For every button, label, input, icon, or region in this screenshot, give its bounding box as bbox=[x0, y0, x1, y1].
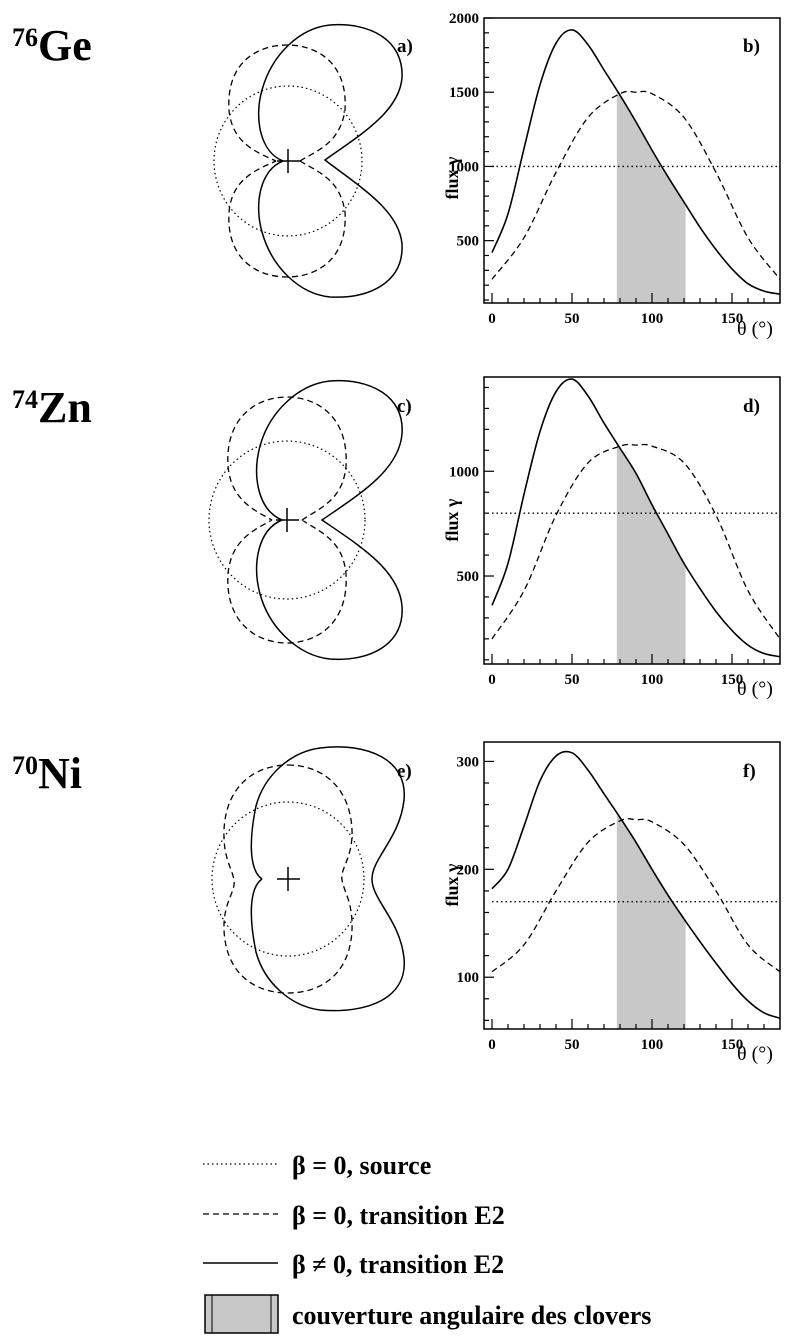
legend-label: β ≠ 0, transition E2 bbox=[292, 1250, 504, 1279]
axis-ticks: 0 50 100 150 500 1000 1500 2000 bbox=[449, 11, 765, 327]
flux-chart-d: 0 50 100 150 500 1000 d) flux γ θ (°) bbox=[442, 376, 781, 700]
polar-source-curve bbox=[208, 440, 366, 600]
x-axis-label: θ (°) bbox=[737, 678, 773, 700]
y-tick-label: 1500 bbox=[449, 85, 479, 101]
polar-deformed-curve bbox=[257, 23, 403, 298]
nucleus-label-2: 74Zn bbox=[12, 383, 92, 432]
y-tick-label: 300 bbox=[457, 754, 480, 770]
series-line-solid bbox=[491, 378, 780, 658]
x-tick-label: 150 bbox=[721, 1037, 744, 1053]
polar-source-curve bbox=[213, 85, 363, 237]
legend-item-e2: β = 0, transition E2 bbox=[203, 1201, 505, 1230]
polar-diagram-a: a) bbox=[213, 23, 413, 298]
x-tick-label: 0 bbox=[488, 1037, 496, 1053]
panel-label-f: f) bbox=[743, 761, 756, 782]
y-tick-label: 1000 bbox=[449, 464, 479, 480]
y-tick-label: 2000 bbox=[449, 11, 479, 27]
angular-coverage-area bbox=[616, 90, 686, 303]
svg-text:74Zn: 74Zn bbox=[12, 383, 92, 432]
x-tick-label: 100 bbox=[641, 1037, 664, 1053]
polar-diagram-c: c) bbox=[208, 379, 412, 661]
x-tick-label: 100 bbox=[641, 311, 664, 327]
x-tick-label: 0 bbox=[488, 311, 496, 327]
x-tick-label: 50 bbox=[565, 672, 580, 688]
panel-label-a: a) bbox=[397, 36, 413, 57]
panel-label-e: e) bbox=[397, 761, 412, 782]
angular-coverage-area bbox=[616, 812, 686, 1029]
svg-text:70Ni: 70Ni bbox=[12, 749, 82, 798]
x-tick-label: 0 bbox=[488, 672, 496, 688]
y-tick-label: 500 bbox=[457, 234, 480, 250]
plot-frame bbox=[483, 17, 781, 304]
angular-coverage-area bbox=[616, 443, 686, 664]
panel-label-b: b) bbox=[743, 36, 760, 57]
axis-ticks: 0 50 100 150 100 200 300 bbox=[457, 754, 765, 1053]
nucleus-symbol: Ge bbox=[38, 21, 92, 70]
y-tick-label: 200 bbox=[457, 862, 480, 878]
legend-item-coverage: couverture angulaire des clovers bbox=[204, 1294, 651, 1334]
panel-label-d: d) bbox=[743, 396, 760, 417]
legend-label: β = 0, transition E2 bbox=[292, 1201, 505, 1230]
series-line-solid bbox=[491, 750, 780, 1019]
svg-text:76Ge: 76Ge bbox=[12, 21, 92, 70]
series-line-solid bbox=[491, 29, 780, 295]
axis-ticks: 0 50 100 150 500 1000 bbox=[449, 386, 765, 688]
plot-frame bbox=[483, 376, 781, 665]
nucleus-symbol: Zn bbox=[38, 383, 92, 432]
x-axis-label: θ (°) bbox=[737, 1043, 773, 1065]
nucleus-label-3: 70Ni bbox=[12, 749, 82, 798]
nucleus-symbol: Ni bbox=[38, 749, 82, 798]
x-tick-label: 150 bbox=[721, 311, 744, 327]
x-tick-label: 50 bbox=[565, 1037, 580, 1053]
y-axis-label: flux γ bbox=[442, 863, 462, 907]
polar-diagram-e: e) bbox=[211, 746, 412, 1012]
series-line-dashed bbox=[491, 443, 780, 640]
polar-e2-curve bbox=[227, 396, 347, 644]
flux-chart-f: 0 50 100 150 100 200 300 f) flux γ θ (°) bbox=[442, 741, 781, 1065]
polar-e2-curve bbox=[228, 44, 346, 278]
y-tick-label: 100 bbox=[457, 970, 480, 986]
x-tick-label: 100 bbox=[641, 672, 664, 688]
chart-marks bbox=[491, 750, 780, 1029]
y-axis-label: flux γ bbox=[442, 498, 462, 542]
legend-item-source: β = 0, source bbox=[203, 1151, 431, 1180]
legend-label: couverture angulaire des clovers bbox=[292, 1301, 651, 1330]
polar-deformed-curve bbox=[255, 379, 403, 661]
x-tick-label: 150 bbox=[721, 672, 744, 688]
plot-frame bbox=[483, 741, 781, 1030]
legend-label: β = 0, source bbox=[292, 1151, 431, 1180]
x-tick-label: 50 bbox=[565, 311, 580, 327]
series-line-dashed bbox=[491, 90, 780, 280]
chart-marks bbox=[491, 378, 780, 664]
nucleus-mass: 70 bbox=[12, 751, 38, 780]
legend: β = 0, source β = 0, transition E2 β ≠ 0… bbox=[203, 1151, 651, 1334]
polar-e2-curve bbox=[223, 764, 353, 994]
flux-chart-b: 0 50 100 150 500 1000 1500 2000 b) flux γ θ (°) bbox=[442, 11, 781, 340]
legend-swatch-box bbox=[204, 1294, 279, 1334]
nucleus-label-1: 76Ge bbox=[12, 21, 92, 70]
chart-marks bbox=[491, 29, 780, 303]
nucleus-mass: 76 bbox=[12, 23, 38, 52]
legend-item-deformed: β ≠ 0, transition E2 bbox=[203, 1250, 504, 1279]
panel-label-c: c) bbox=[397, 396, 412, 417]
polar-source-curve bbox=[211, 801, 365, 957]
y-tick-label: 500 bbox=[457, 569, 480, 585]
y-tick-label: 1000 bbox=[449, 159, 479, 175]
y-axis-label: flux γ bbox=[442, 156, 462, 200]
nucleus-mass: 74 bbox=[12, 385, 38, 414]
polar-deformed-curve bbox=[250, 746, 405, 1012]
x-axis-label: θ (°) bbox=[737, 318, 773, 340]
